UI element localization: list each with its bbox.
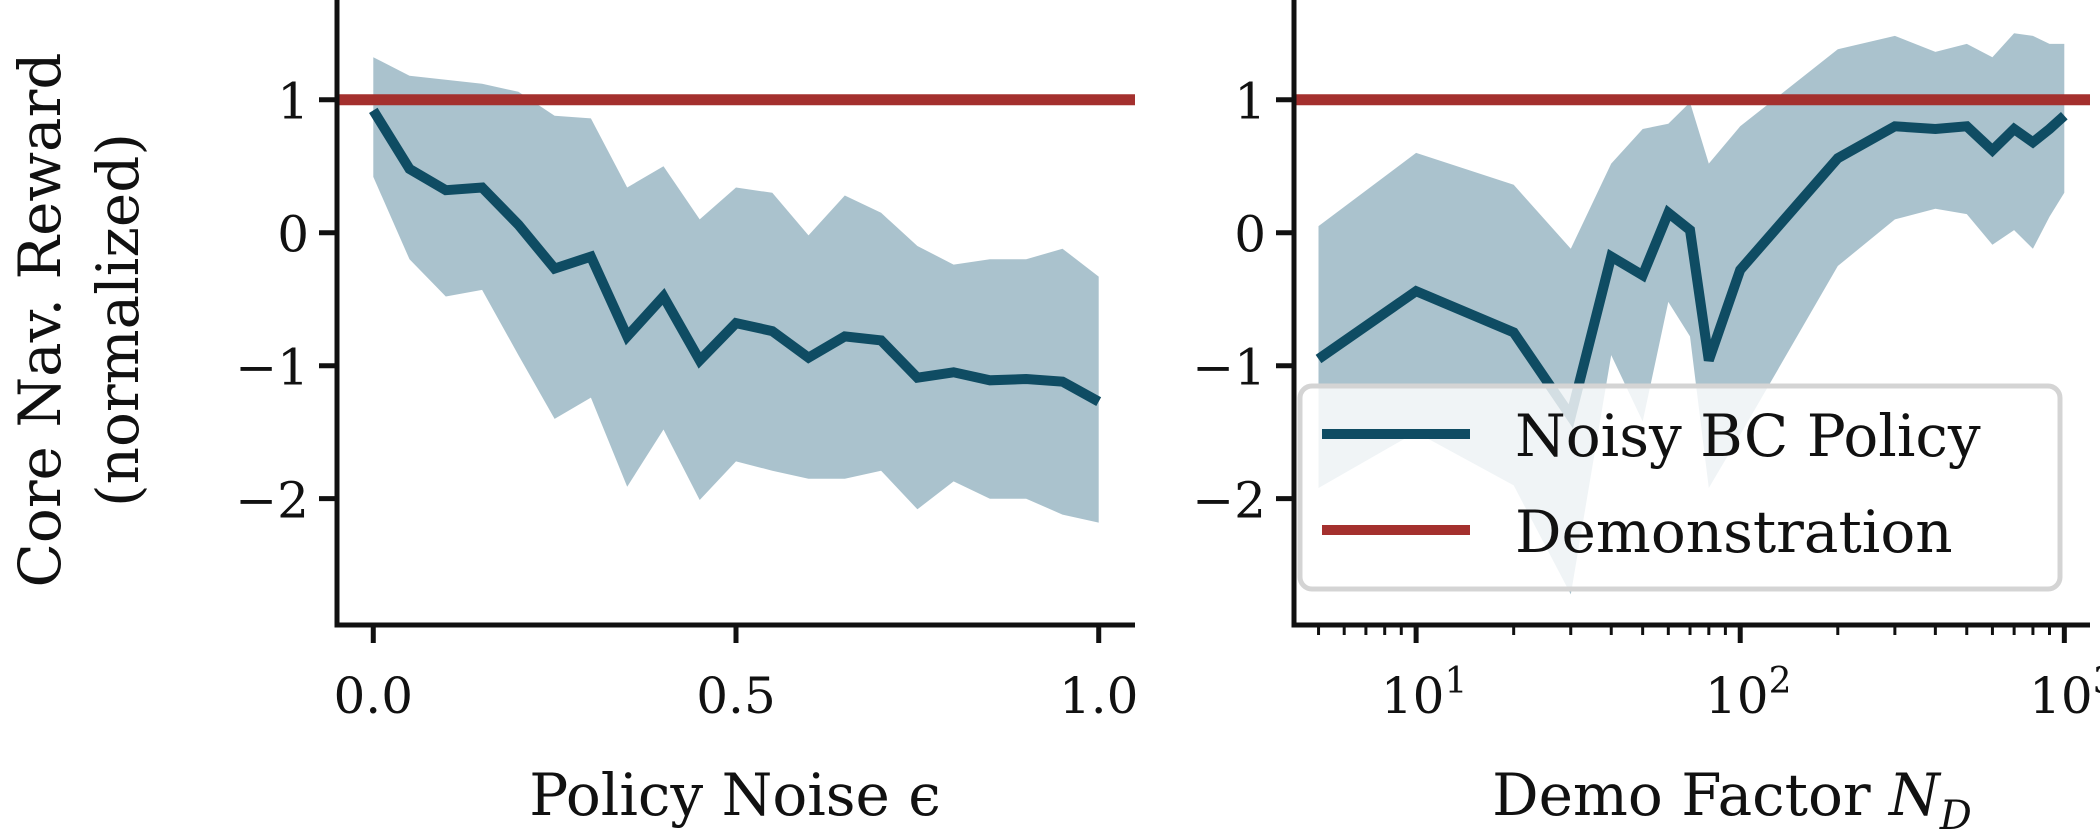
left-x-axis-label: Policy Noise ϵ — [529, 761, 941, 829]
legend-label-policy: Noisy BC Policy — [1515, 402, 1981, 470]
left-y-tick-label: −2 — [235, 472, 309, 530]
right-y-tick-label: −2 — [1192, 472, 1266, 530]
right-x-tick-label: 102 — [1705, 661, 1792, 725]
y-axis-label-normalized: (normalized) — [84, 133, 152, 507]
left-x-tick-label: 0.5 — [696, 667, 776, 725]
legend: Noisy BC Policy Demonstration — [1297, 383, 2063, 592]
right-y-tick-label: −1 — [1192, 339, 1266, 397]
left-x-tick-label: 1.0 — [1059, 667, 1139, 725]
legend-label-demonstration: Demonstration — [1515, 498, 1953, 566]
right-x-axis-label: Demo Factor ND — [1492, 761, 1972, 839]
left-x-tick-label: 0.0 — [334, 667, 414, 725]
legend-frame — [1297, 383, 2063, 592]
panel-right: 1 0 −1 −2 101 102 103 — [1192, 0, 2100, 725]
right-x-tick-label: 103 — [2029, 661, 2100, 725]
panel-left: 1 0 −1 −2 0.0 0.5 1.0 — [235, 0, 1138, 725]
right-x-label-subscript: D — [1939, 793, 1972, 839]
right-x-tick-label: 101 — [1381, 661, 1468, 725]
left-confidence-band — [373, 57, 1099, 523]
right-y-tick-label: 1 — [1234, 73, 1266, 131]
left-y-tick-label: 0 — [277, 206, 309, 264]
right-x-label-text: Demo Factor — [1492, 761, 1889, 829]
left-y-tick-label: −1 — [235, 339, 309, 397]
y-axis-label: Core Nav. Reward — [6, 53, 74, 588]
left-y-tick-label: 1 — [277, 73, 309, 131]
right-x-label-symbol: N — [1887, 761, 1942, 829]
right-y-tick-label: 0 — [1234, 206, 1266, 264]
